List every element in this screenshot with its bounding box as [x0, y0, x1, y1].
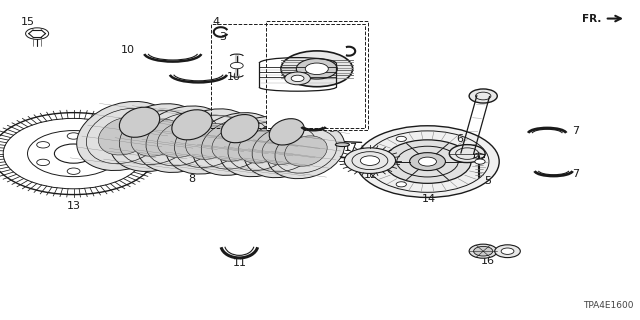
- Text: 7: 7: [572, 169, 580, 179]
- Text: 15: 15: [20, 17, 35, 27]
- Text: 8: 8: [188, 174, 196, 184]
- Ellipse shape: [220, 116, 303, 177]
- Circle shape: [396, 182, 406, 187]
- Text: 4: 4: [212, 17, 220, 28]
- Ellipse shape: [212, 127, 259, 161]
- Circle shape: [356, 126, 499, 197]
- Ellipse shape: [186, 124, 234, 159]
- Circle shape: [475, 159, 485, 164]
- Circle shape: [360, 156, 380, 165]
- Ellipse shape: [335, 143, 349, 147]
- Circle shape: [396, 136, 406, 141]
- Text: 2: 2: [313, 123, 321, 133]
- Circle shape: [410, 153, 445, 171]
- Circle shape: [495, 245, 520, 258]
- Text: 6: 6: [456, 134, 463, 144]
- Bar: [266, 21, 368, 130]
- Text: TPA4E1600: TPA4E1600: [583, 301, 634, 310]
- Text: 13: 13: [67, 201, 81, 211]
- Circle shape: [474, 246, 493, 256]
- Circle shape: [384, 140, 471, 183]
- Text: 4: 4: [360, 44, 367, 54]
- Text: 12: 12: [364, 170, 378, 180]
- Ellipse shape: [244, 120, 324, 178]
- Text: 17: 17: [344, 143, 358, 153]
- Text: 9: 9: [328, 124, 335, 134]
- Circle shape: [469, 244, 497, 258]
- Circle shape: [469, 89, 497, 103]
- Circle shape: [285, 72, 310, 85]
- Circle shape: [281, 51, 353, 87]
- Ellipse shape: [110, 104, 204, 172]
- Ellipse shape: [193, 113, 278, 175]
- Circle shape: [291, 75, 304, 82]
- Ellipse shape: [268, 124, 344, 179]
- Ellipse shape: [221, 115, 259, 143]
- Text: 11: 11: [232, 258, 246, 268]
- Ellipse shape: [262, 133, 306, 165]
- Text: 10: 10: [121, 45, 135, 55]
- Ellipse shape: [172, 110, 212, 140]
- Ellipse shape: [238, 130, 284, 163]
- Ellipse shape: [157, 121, 207, 157]
- Circle shape: [501, 248, 514, 254]
- Ellipse shape: [77, 101, 173, 171]
- Circle shape: [305, 63, 328, 75]
- Circle shape: [449, 145, 485, 163]
- Circle shape: [230, 62, 243, 69]
- Text: 3: 3: [220, 32, 226, 42]
- Text: 5: 5: [484, 176, 491, 186]
- Text: 14: 14: [422, 194, 436, 204]
- Ellipse shape: [166, 109, 254, 174]
- Ellipse shape: [269, 119, 304, 145]
- Ellipse shape: [285, 136, 327, 166]
- Ellipse shape: [137, 106, 228, 172]
- Text: 1: 1: [285, 122, 291, 132]
- Ellipse shape: [119, 107, 160, 137]
- Text: 10: 10: [227, 72, 241, 83]
- Text: FR.: FR.: [582, 13, 602, 24]
- Text: 16: 16: [481, 256, 495, 266]
- Ellipse shape: [99, 117, 151, 155]
- Text: 7: 7: [572, 126, 580, 136]
- Circle shape: [296, 59, 337, 79]
- Bar: [211, 24, 365, 128]
- Circle shape: [344, 148, 396, 173]
- Circle shape: [419, 157, 436, 166]
- Ellipse shape: [131, 119, 182, 156]
